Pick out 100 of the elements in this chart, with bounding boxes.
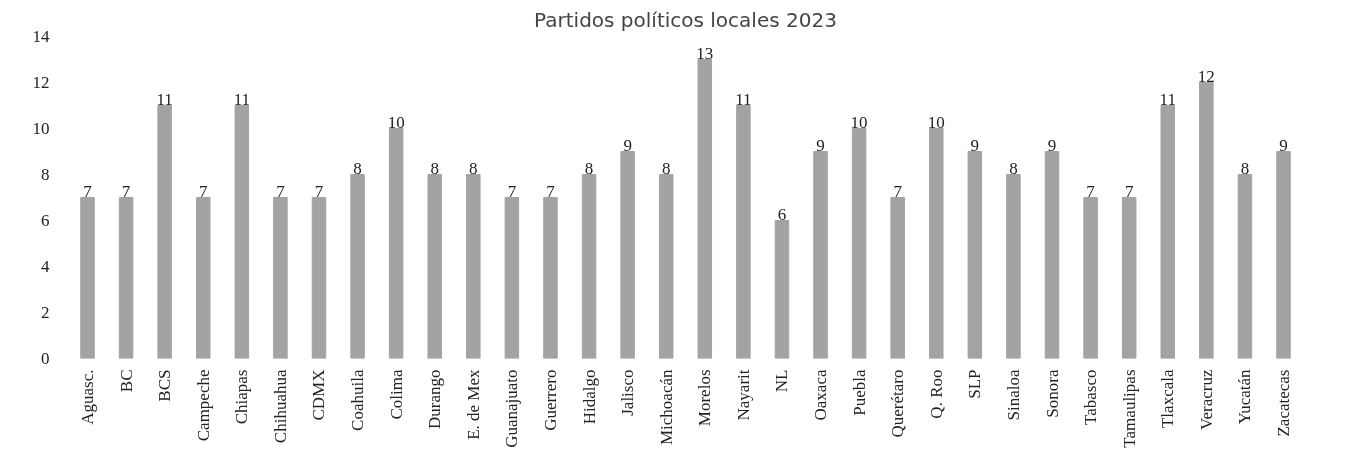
data-label: 7 — [1086, 181, 1096, 201]
data-label: 7 — [276, 181, 286, 201]
y-tick-label: 12 — [32, 73, 50, 92]
y-tick-label: 14 — [32, 27, 50, 46]
data-label: 7 — [83, 181, 93, 201]
bar — [80, 197, 95, 359]
x-tick-label: Yucatán — [1235, 369, 1255, 425]
bar — [543, 197, 558, 359]
data-label: 9 — [623, 135, 632, 155]
data-label: 8 — [430, 158, 439, 178]
data-label: 7 — [199, 181, 208, 201]
x-tick-label: Guerrero — [540, 369, 560, 431]
bar — [1160, 105, 1175, 359]
x-tick-label: E. de Mex — [463, 369, 483, 440]
data-label: 11 — [233, 89, 251, 109]
bar — [350, 174, 365, 359]
x-tick-label: Q. Roo — [926, 369, 946, 419]
x-tick-label: Veracruz — [1196, 369, 1216, 430]
data-label: 12 — [1197, 66, 1215, 86]
y-tick-label: 4 — [41, 257, 50, 276]
bar — [890, 197, 905, 359]
y-tick-label: 6 — [41, 211, 50, 230]
bar — [697, 59, 713, 359]
bar — [388, 128, 404, 359]
data-label: 10 — [387, 112, 405, 132]
bar — [967, 151, 983, 359]
data-label: 7 — [546, 181, 556, 201]
x-tick-label: SLP — [965, 369, 985, 399]
bar — [427, 174, 442, 359]
x-tick-label: Campeche — [193, 369, 213, 442]
chart-title: Partidos políticos locales 2023 — [534, 7, 837, 32]
data-label: 6 — [777, 204, 787, 224]
x-tick-label: Zacatecas — [1273, 369, 1293, 437]
bar — [774, 220, 790, 359]
bar — [620, 151, 635, 359]
data-label: 7 — [121, 181, 131, 201]
data-label: 7 — [893, 181, 903, 201]
data-label: 8 — [469, 158, 478, 178]
x-tick-label: Nayarit — [733, 369, 753, 421]
x-tick-label: Colima — [386, 369, 406, 420]
x-tick-label: Sinaloa — [1003, 369, 1023, 421]
data-label: 7 — [314, 181, 324, 201]
x-tick-label: CDMX — [309, 369, 329, 421]
x-tick-label: Tamaulipas — [1119, 369, 1139, 448]
data-label: 10 — [850, 112, 868, 132]
data-label: 9 — [1047, 135, 1057, 155]
x-tick-label: Aguasc. — [78, 369, 98, 425]
data-label: 8 — [661, 158, 671, 178]
x-tick-label: Chihuahua — [270, 369, 290, 444]
bar — [1199, 82, 1214, 359]
data-label: 13 — [696, 43, 714, 63]
x-tick-label: Tlaxcala — [1158, 369, 1178, 429]
data-label: 8 — [584, 158, 594, 178]
bar — [929, 128, 944, 359]
x-tick-label: Tabasco — [1081, 369, 1101, 425]
bar — [466, 174, 481, 359]
bar — [504, 197, 520, 359]
data-label: 9 — [1279, 135, 1288, 155]
bar — [851, 128, 867, 359]
bar — [196, 197, 211, 359]
x-tick-label: Oaxaca — [811, 369, 831, 421]
x-tick-label: Coahuila — [348, 369, 368, 431]
bar — [1121, 197, 1137, 359]
data-label: 8 — [1240, 158, 1250, 178]
data-label: 11 — [735, 89, 752, 109]
data-label: 9 — [970, 135, 980, 155]
bar — [311, 197, 327, 359]
x-tick-label: Jalisco — [618, 369, 638, 416]
bar — [736, 105, 751, 359]
y-tick-label: 8 — [41, 165, 50, 184]
x-tick-label: BCS — [155, 369, 175, 402]
x-tick-label: Morelos — [695, 369, 715, 427]
x-tick-label: Puebla — [849, 369, 869, 416]
x-tick-label: NL — [772, 369, 792, 393]
data-label: 7 — [507, 181, 517, 201]
x-tick-label: Sonora — [1042, 369, 1062, 418]
x-tick-label: Michoacán — [656, 369, 676, 446]
data-label: 7 — [1124, 181, 1134, 201]
bar — [1006, 174, 1021, 359]
x-tick-label: Durango — [425, 369, 445, 429]
x-tick-label: BC — [116, 369, 136, 393]
bar — [234, 105, 250, 359]
bar — [118, 197, 134, 359]
bar — [658, 174, 674, 359]
x-tick-label: Chiapas — [232, 369, 252, 425]
bar — [813, 151, 828, 359]
bar — [1237, 174, 1253, 359]
data-label: 11 — [156, 89, 173, 109]
data-label: 8 — [353, 158, 362, 178]
data-label: 10 — [927, 112, 945, 132]
x-tick-label: Hidalgo — [579, 369, 599, 425]
bar — [1276, 151, 1291, 359]
x-tick-label: Querétaro — [888, 369, 908, 438]
data-label: 8 — [1009, 158, 1018, 178]
y-tick-label: 0 — [41, 349, 50, 368]
bar — [581, 174, 597, 359]
data-label: 9 — [816, 135, 825, 155]
x-tick-label: Guanajuato — [502, 369, 522, 448]
bar — [273, 197, 288, 359]
bar — [1044, 151, 1060, 359]
